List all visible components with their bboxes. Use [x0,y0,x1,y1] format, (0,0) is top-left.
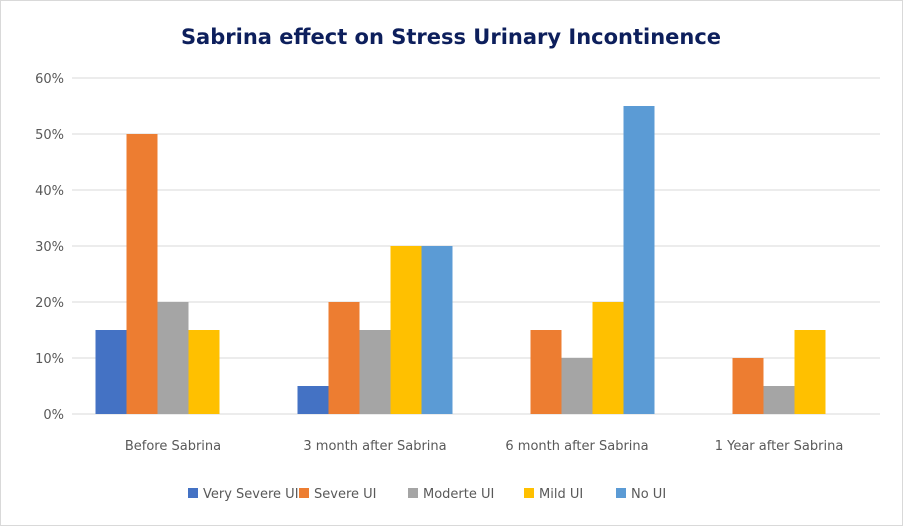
legend-label: Moderte UI [423,487,494,502]
bar-mild-ui [390,246,422,414]
y-tick-label: 20% [35,296,64,311]
bar-mild-ui [794,330,826,414]
bar-very-severe-ui [95,330,127,414]
legend-label: Very Severe UI [203,487,299,502]
legend-swatch [188,488,198,498]
x-tick-label: Before Sabrina [125,439,221,454]
legend-swatch [408,488,418,498]
y-tick-label: 60% [35,72,64,87]
bar-moderte-ui [157,302,189,414]
legend: Very Severe UI Severe UI Moderte UI Mild UI… [188,487,666,502]
bar-mild-ui [188,330,220,414]
y-tick-label: 30% [35,240,64,255]
bar-no-ui [623,106,655,414]
bar-severe-ui [328,302,360,414]
bar-mild-ui [592,302,624,414]
legend-label: Severe UI [314,487,376,502]
legend-swatch [299,488,309,498]
y-tick-label: 10% [35,352,64,367]
legend-label: No UI [631,487,666,502]
x-axis-ticks: Before Sabrina 3 month after Sabrina 6 mon… [125,439,843,454]
y-axis-ticks: 0% 10% 20% 30% 40% 50% 60% [35,72,64,423]
y-tick-label: 40% [35,184,64,199]
bar-moderte-ui [359,330,391,414]
bars [95,106,826,414]
y-tick-label: 50% [35,128,64,143]
legend-label: Mild UI [539,487,583,502]
legend-swatch [616,488,626,498]
chart-title: Sabrina effect on Stress Urinary Inconti… [181,25,721,49]
legend-swatch [524,488,534,498]
bar-severe-ui [126,134,158,414]
bar-severe-ui [732,358,764,414]
x-tick-label: 6 month after Sabrina [505,439,648,454]
bar-moderte-ui [763,386,795,414]
bar-very-severe-ui [297,386,329,414]
y-tick-label: 0% [43,408,64,423]
bar-severe-ui [530,330,562,414]
x-tick-label: 3 month after Sabrina [303,439,446,454]
bar-moderte-ui [561,358,593,414]
x-tick-label: 1 Year after Sabrina [715,439,844,454]
bar-no-ui [421,246,453,414]
